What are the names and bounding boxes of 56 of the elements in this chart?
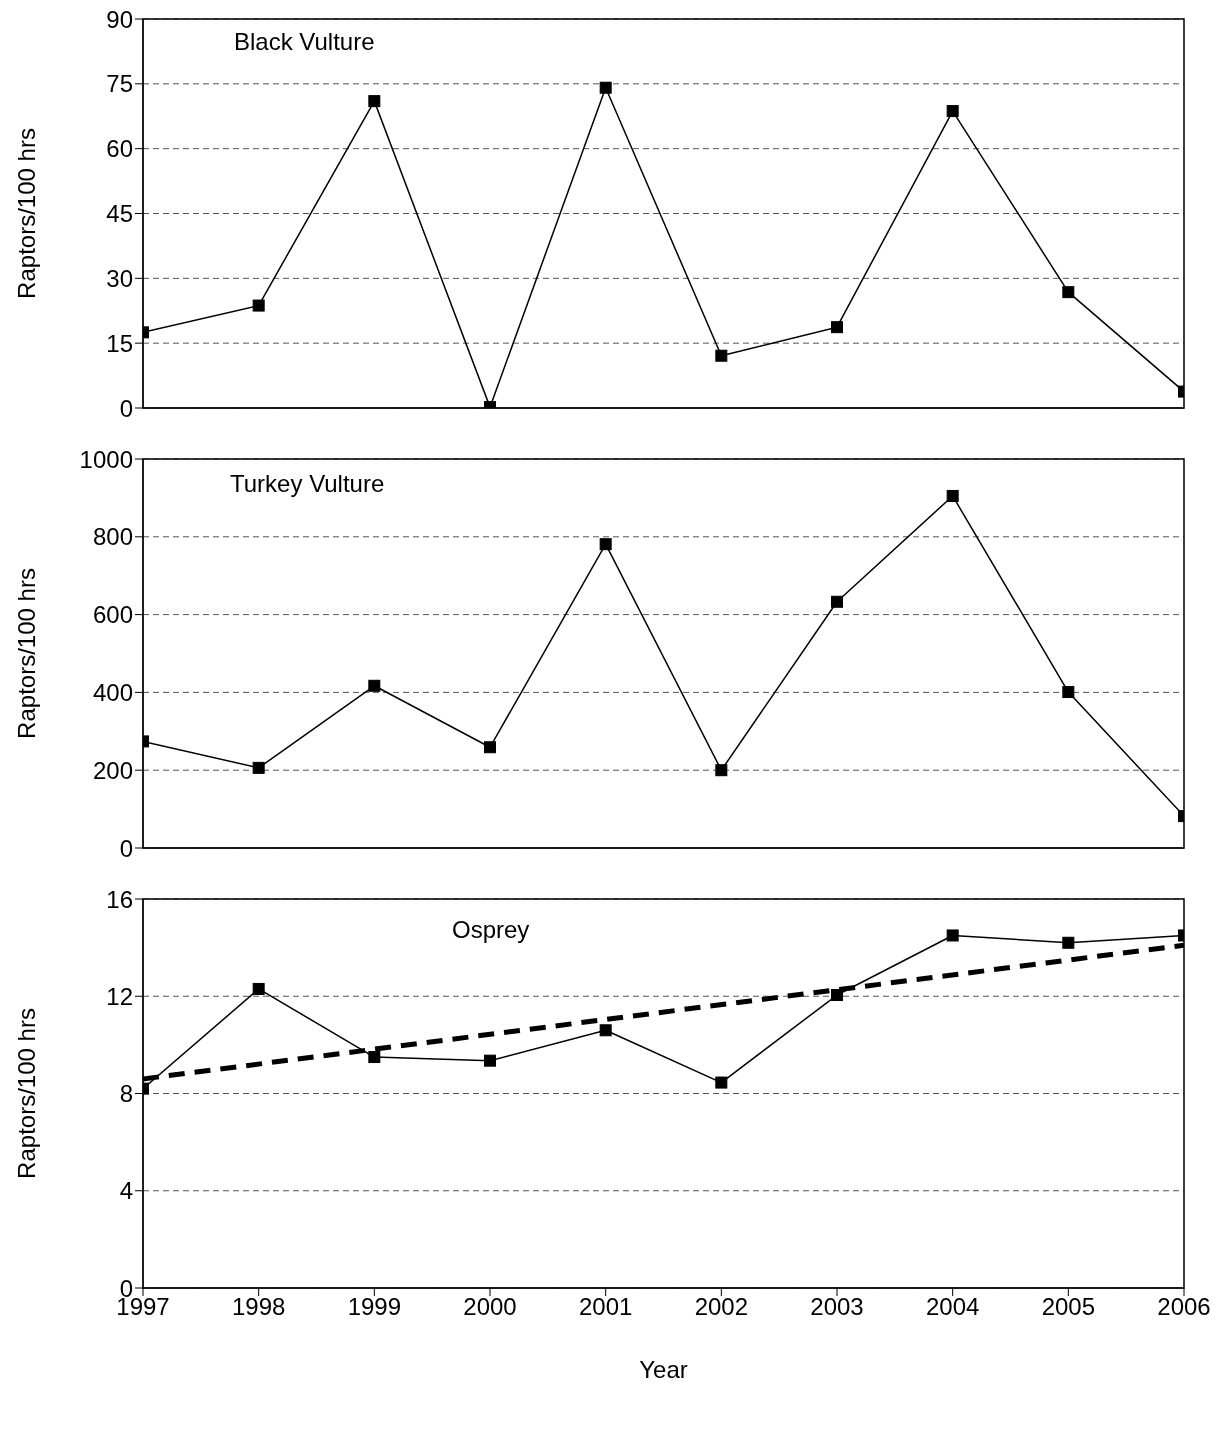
x-axis-title: Year [639,1356,688,1383]
y-tick-label: 60 [106,135,133,163]
y-axis-title: Raptors/100 hrs [12,128,40,299]
text: Turkey Vulture [230,470,385,498]
x-tick-label: 2005 [1041,1293,1096,1321]
point [599,1024,612,1037]
y-tick-label: 8 [119,1080,133,1108]
point [831,989,843,1002]
chart-title: Black Vulture [234,28,375,56]
point [484,1054,496,1067]
x-tick-label: 2000 [463,1293,517,1321]
x-tick-label: 2004 [925,1293,980,1321]
point [252,299,265,312]
point [831,321,843,334]
x-tick-label: 2002 [694,1293,749,1321]
point [715,1076,728,1089]
x-tick-label: 2003 [810,1293,864,1321]
point [946,929,959,942]
y-tick-label: 0 [119,394,133,422]
y-axis-title: Raptors/100 hrs [12,568,40,739]
point [1062,686,1075,699]
point [946,105,959,118]
y-tick-label: 200 [92,756,133,784]
point [715,764,728,777]
y-tick-label: 12 [106,982,133,1010]
y-tick-label: 45 [106,200,133,228]
y-tick-label: 30 [106,264,133,292]
y-tick-label: 16 [106,885,133,913]
x-tick-label: 1999 [347,1293,402,1321]
point [715,349,728,362]
y-tick-label: 600 [92,601,133,629]
point [946,489,959,502]
point [368,679,381,692]
point [831,595,843,608]
point [1062,286,1075,299]
point [252,761,265,774]
x-tick-label: 2001 [578,1293,633,1321]
y-tick-label: 75 [106,70,133,98]
text: Osprey [452,916,530,944]
point [484,741,496,754]
point [252,982,265,995]
point [599,538,612,551]
point [368,95,381,108]
point [1062,936,1075,949]
y-tick-label: 90 [106,5,133,33]
y-tick-label: 15 [106,329,133,357]
y-tick-label: 800 [92,523,133,551]
y-tick-label: 1000 [79,445,133,473]
y-tick-label: 0 [119,834,133,862]
point [599,81,612,94]
point [368,1051,381,1064]
y-tick-label: 4 [119,1177,133,1205]
y-tick-label: 400 [92,678,133,706]
x-tick-label: 2006 [1157,1293,1211,1321]
y-axis-title: Raptors/100 hrs [12,1008,40,1179]
x-tick-label: 1998 [231,1293,286,1321]
